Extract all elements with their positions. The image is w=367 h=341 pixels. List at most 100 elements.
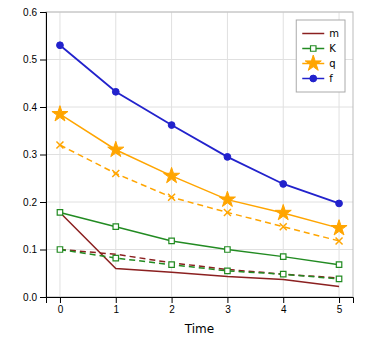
tick: 0.5 bbox=[23, 54, 46, 65]
marker bbox=[331, 220, 347, 235]
legend-item: K bbox=[302, 43, 336, 54]
marker bbox=[275, 204, 291, 219]
y-axis: 0.0 0.1 0.2 0.3 0.4 0.5 0.6 bbox=[23, 7, 46, 303]
marker bbox=[113, 255, 118, 260]
grid bbox=[46, 12, 353, 297]
chart: 0 1 2 3 4 5 0.0 0.1 0.2 0.3 0.4 0.5 0.6 mKqf Time bbox=[0, 0, 367, 341]
grid-line-y bbox=[46, 154, 353, 155]
tick-label: 0 bbox=[58, 304, 64, 315]
tick-label: 0.5 bbox=[23, 54, 37, 65]
tick-mark bbox=[60, 297, 61, 303]
tick-label: 2 bbox=[169, 304, 175, 315]
legend: mKqf bbox=[296, 20, 345, 92]
marker bbox=[225, 247, 230, 252]
marks bbox=[52, 42, 347, 287]
tick-mark bbox=[339, 297, 340, 303]
tick-mark bbox=[283, 297, 284, 303]
tick-mark bbox=[40, 202, 46, 203]
tick: 3 bbox=[225, 297, 231, 315]
legend-line bbox=[302, 33, 324, 35]
marker bbox=[57, 42, 64, 49]
tick-label: 0.6 bbox=[23, 7, 37, 18]
marker bbox=[169, 238, 174, 243]
tick-label: 5 bbox=[337, 304, 343, 315]
tick-mark bbox=[40, 60, 46, 61]
legend-label: K bbox=[329, 43, 336, 54]
tick: 0.0 bbox=[23, 292, 46, 303]
marker-shape bbox=[331, 220, 347, 235]
marker bbox=[113, 224, 118, 229]
legend-marker-shape bbox=[310, 75, 317, 82]
legend-item: f bbox=[302, 73, 333, 84]
line bbox=[60, 250, 339, 279]
marker bbox=[169, 262, 174, 267]
marker-shape bbox=[112, 88, 119, 95]
marker bbox=[56, 142, 63, 149]
tick-label: 1 bbox=[113, 304, 119, 315]
tick-label: 4 bbox=[281, 304, 287, 315]
legend-marker-shape bbox=[305, 55, 321, 70]
marker-shape bbox=[168, 194, 175, 201]
plot: 0 1 2 3 4 5 0.0 0.1 0.2 0.3 0.4 0.5 0.6 mKqf bbox=[23, 7, 353, 315]
marker-shape bbox=[280, 271, 285, 276]
marker bbox=[336, 276, 341, 281]
tick: 0.2 bbox=[23, 197, 46, 208]
marker-shape bbox=[336, 262, 341, 267]
marker bbox=[280, 271, 285, 276]
marker bbox=[280, 254, 285, 259]
marker bbox=[112, 170, 119, 177]
tick-label: 0.4 bbox=[23, 102, 37, 113]
marker-shape bbox=[224, 153, 231, 160]
plot-frame bbox=[46, 12, 353, 297]
marker bbox=[224, 209, 231, 216]
legend-label: q bbox=[329, 58, 335, 69]
line bbox=[60, 145, 339, 241]
marker-shape bbox=[52, 106, 68, 121]
legend-item: q bbox=[302, 55, 335, 70]
grid-line-y bbox=[46, 249, 353, 250]
marker bbox=[280, 181, 287, 188]
legend-item: m bbox=[302, 28, 339, 39]
marker-shape bbox=[169, 262, 174, 267]
axis-domain bbox=[40, 13, 47, 298]
legend-marker-shape bbox=[311, 46, 316, 51]
marker-shape bbox=[280, 254, 285, 259]
marker bbox=[164, 167, 180, 182]
tick: 0.4 bbox=[23, 102, 46, 113]
marker-shape bbox=[224, 209, 231, 216]
tick-mark bbox=[116, 297, 117, 303]
marker-shape bbox=[275, 204, 291, 219]
tick-label: 3 bbox=[225, 304, 231, 315]
grid-line-y bbox=[46, 202, 353, 203]
marker-shape bbox=[57, 42, 64, 49]
axis-domain bbox=[47, 298, 354, 304]
tick: 0.3 bbox=[23, 149, 46, 160]
marker-shape bbox=[113, 224, 118, 229]
tick-label: 0.1 bbox=[23, 244, 37, 255]
line bbox=[60, 114, 339, 228]
legend-label: f bbox=[329, 73, 333, 84]
x-axis-title: Time bbox=[184, 322, 214, 336]
tick: 4 bbox=[281, 297, 287, 315]
marker-shape bbox=[280, 223, 287, 230]
marker-shape bbox=[225, 247, 230, 252]
legend-marker bbox=[310, 75, 317, 82]
legend-label: m bbox=[329, 28, 339, 39]
grid-line-y bbox=[46, 107, 353, 108]
tick: 5 bbox=[337, 297, 343, 315]
marker-shape bbox=[336, 237, 343, 244]
line bbox=[60, 212, 339, 286]
tick-mark bbox=[40, 12, 46, 13]
marker-shape bbox=[280, 181, 287, 188]
marker-shape bbox=[336, 276, 341, 281]
tick-mark bbox=[40, 107, 46, 108]
marker-shape bbox=[112, 170, 119, 177]
marker bbox=[168, 122, 175, 129]
marker bbox=[219, 191, 235, 206]
marker bbox=[225, 268, 230, 273]
tick-mark bbox=[40, 155, 46, 156]
marker-shape bbox=[108, 141, 124, 156]
marker-shape bbox=[164, 167, 180, 182]
tick-mark bbox=[172, 297, 173, 303]
marker bbox=[336, 262, 341, 267]
